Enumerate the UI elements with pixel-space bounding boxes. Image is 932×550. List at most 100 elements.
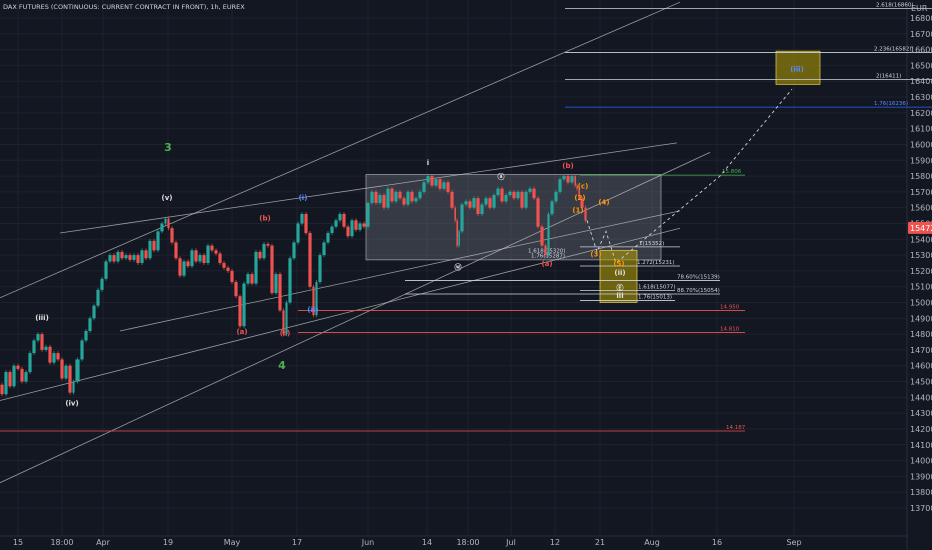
candle bbox=[550, 201, 554, 214]
candle bbox=[132, 255, 136, 260]
candle bbox=[174, 242, 178, 259]
y-tick-label: 15200 bbox=[910, 267, 932, 276]
fib-text-label: 1.76(15287) bbox=[531, 254, 565, 260]
y-tick-label: 16100 bbox=[910, 125, 932, 134]
y-axis[interactable]: 13700 13800 13900 14000 14100 14200 14300 14400… bbox=[908, 14, 932, 513]
candle bbox=[386, 188, 390, 208]
candle bbox=[148, 240, 152, 259]
trendline bbox=[119, 210, 681, 332]
candle bbox=[300, 214, 304, 224]
candle bbox=[170, 228, 174, 243]
candle bbox=[108, 255, 112, 262]
candle bbox=[382, 195, 386, 208]
candle bbox=[450, 191, 454, 208]
candle bbox=[516, 191, 520, 199]
x-tick-label: 19 bbox=[163, 538, 173, 547]
y-tick-label: 14400 bbox=[910, 393, 932, 402]
candle bbox=[8, 372, 12, 387]
candle bbox=[536, 198, 540, 227]
candle bbox=[270, 245, 274, 294]
candle bbox=[52, 353, 56, 363]
x-tick-label: Jul bbox=[505, 538, 516, 547]
y-tick-label: 13800 bbox=[910, 488, 932, 497]
candle bbox=[362, 223, 366, 227]
candle bbox=[394, 191, 398, 202]
candle bbox=[60, 359, 64, 379]
projection-path bbox=[586, 88, 793, 264]
candle bbox=[468, 201, 472, 208]
candle bbox=[230, 270, 234, 282]
candle bbox=[222, 263, 226, 268]
trendlines bbox=[0, 1, 711, 484]
wave-label: (a) bbox=[236, 328, 247, 336]
wave-label: (b) bbox=[562, 162, 573, 170]
candle bbox=[4, 372, 8, 395]
trendline bbox=[59, 142, 678, 234]
y-tick-label: 16300 bbox=[910, 93, 932, 102]
y-tick-label: 15000 bbox=[910, 299, 932, 308]
level-label: 2.618(16860) bbox=[876, 3, 914, 9]
wave-labels: 3 (v) (iii) (iv) (b) (a) (c) (i) (ii) 4 i ⓐ ⓦ (b) (a) (… bbox=[35, 66, 804, 408]
x-tick-label: 18:00 bbox=[50, 538, 73, 547]
candle bbox=[164, 218, 167, 224]
wave-label: (ii) bbox=[307, 306, 318, 314]
current-price-badge bbox=[908, 221, 932, 234]
candle bbox=[112, 255, 116, 262]
candle bbox=[92, 305, 96, 319]
candle bbox=[574, 176, 576, 186]
y-tick-label: 16200 bbox=[910, 109, 932, 118]
wave-label: (5) bbox=[613, 260, 624, 268]
level-label: 2.236(16582) bbox=[874, 46, 912, 52]
projection-line bbox=[586, 88, 793, 264]
candle bbox=[374, 191, 378, 203]
candle bbox=[456, 220, 458, 246]
y-tick-label: 14000 bbox=[910, 457, 932, 466]
candle bbox=[226, 267, 230, 271]
candle bbox=[312, 286, 315, 316]
candle bbox=[528, 188, 532, 192]
x-tick-label: 16 bbox=[712, 538, 722, 547]
level-label: 78.60%(15139) bbox=[677, 275, 720, 281]
wave-label: ⓦ bbox=[455, 262, 462, 271]
candle bbox=[576, 185, 578, 189]
y-tick-label: 14500 bbox=[910, 378, 932, 387]
candle bbox=[496, 188, 500, 196]
candle bbox=[242, 283, 246, 327]
wave-label: 3 bbox=[164, 141, 172, 154]
candle bbox=[124, 255, 128, 259]
currency-label: EUR bbox=[911, 4, 928, 13]
candle bbox=[350, 220, 354, 237]
candle bbox=[282, 310, 285, 335]
candle bbox=[262, 244, 266, 259]
x-tick-label: Apr bbox=[96, 538, 111, 547]
candle bbox=[540, 226, 544, 246]
candle bbox=[68, 365, 72, 393]
candle bbox=[186, 261, 190, 267]
candle bbox=[570, 176, 574, 183]
candle bbox=[492, 195, 496, 208]
candle bbox=[547, 214, 550, 256]
y-tick-label: 15300 bbox=[910, 251, 932, 260]
candle bbox=[390, 188, 394, 202]
candle bbox=[288, 258, 292, 303]
wave-label: (2) bbox=[574, 194, 585, 202]
y-tick-label: 14900 bbox=[910, 314, 932, 323]
x-tick-label: 15 bbox=[13, 538, 23, 547]
candle bbox=[566, 176, 570, 183]
candle bbox=[246, 274, 250, 284]
y-tick-label: 16600 bbox=[910, 46, 932, 55]
candle bbox=[0, 384, 4, 395]
wave-label: iii bbox=[616, 292, 623, 300]
x-axis[interactable]: 15 18:00 Apr 19 May 17 Jun 14 18:00 Jul 12 21 Aug 16 S… bbox=[13, 538, 802, 547]
candle bbox=[442, 182, 446, 189]
y-tick-label: 14800 bbox=[910, 330, 932, 339]
candle bbox=[48, 346, 52, 363]
candle bbox=[508, 191, 512, 196]
y-tick-label: 14300 bbox=[910, 409, 932, 418]
candle bbox=[234, 281, 238, 297]
x-tick-label: Aug bbox=[644, 538, 660, 547]
wave-label: (i) bbox=[299, 194, 308, 202]
x-tick-label: 21 bbox=[595, 538, 605, 547]
